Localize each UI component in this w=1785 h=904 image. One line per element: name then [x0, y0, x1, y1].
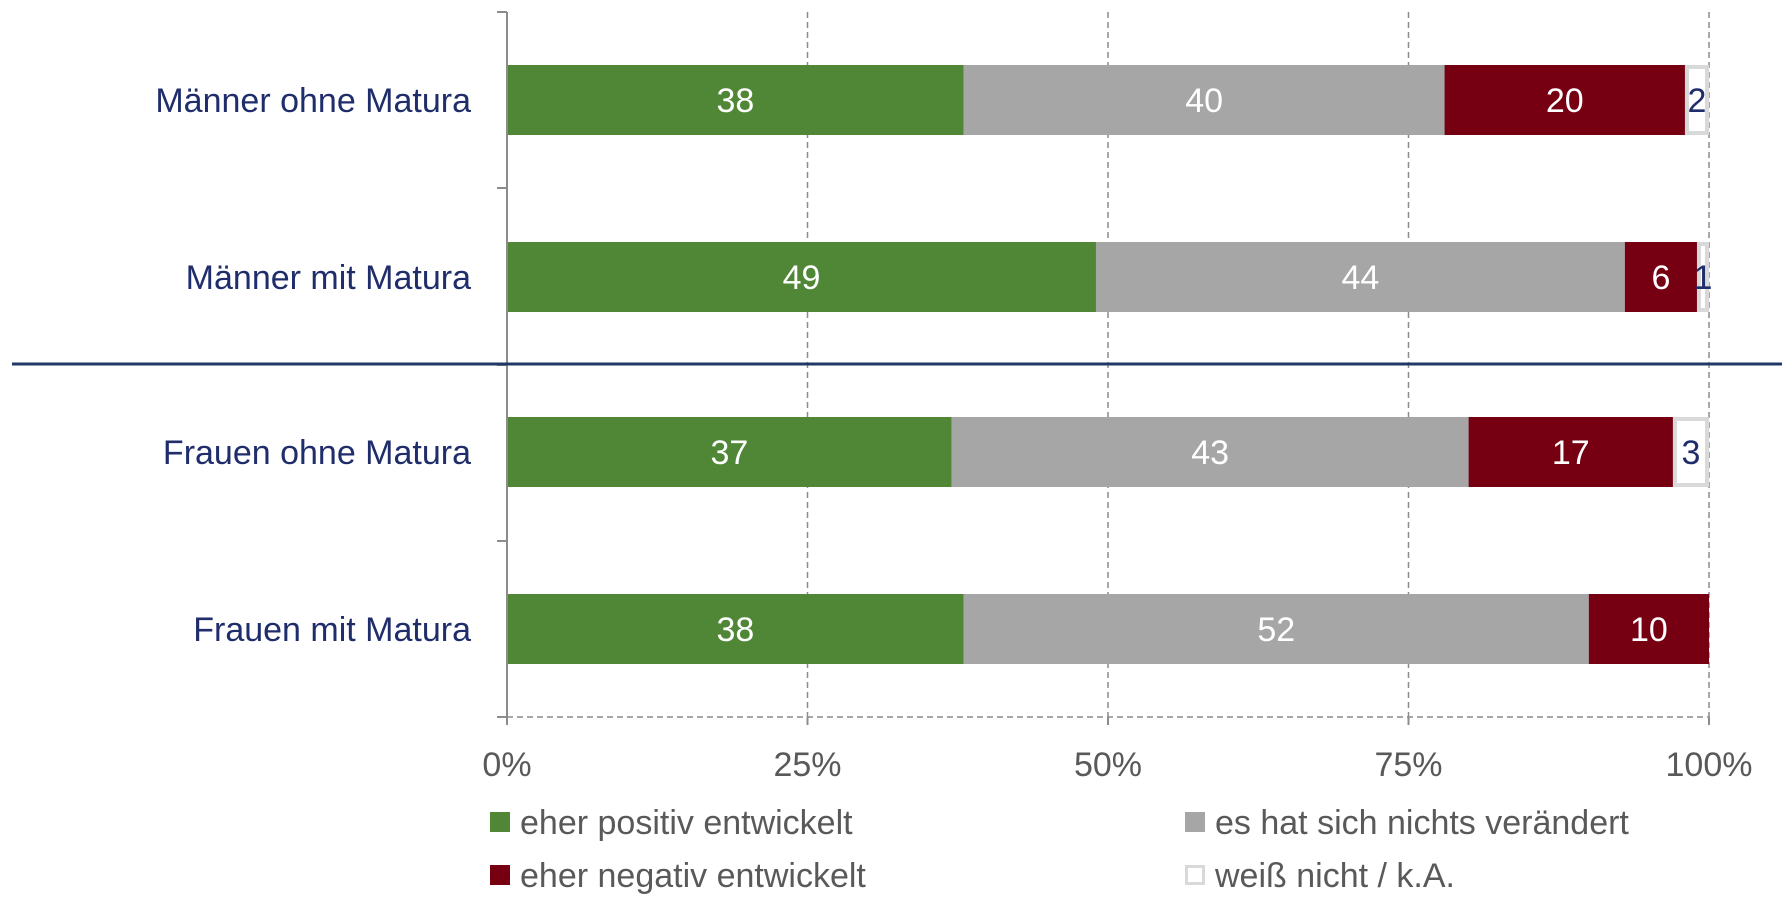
bar-segment — [507, 242, 1096, 312]
x-tick-label: 100% — [1666, 746, 1753, 784]
bar-segment — [963, 65, 1445, 135]
bar-value-label: 52 — [1257, 611, 1295, 649]
bar-value-label: 49 — [783, 259, 821, 297]
x-tick-label: 0% — [482, 746, 531, 784]
category-label: Männer ohne Matura — [155, 82, 471, 120]
x-tick-label: 25% — [773, 746, 841, 784]
bar-value-label: 10 — [1630, 611, 1668, 649]
category-label: Frauen ohne Matura — [163, 434, 471, 472]
bar-value-label: 38 — [716, 82, 754, 120]
bar-segment — [1624, 242, 1697, 312]
axes — [12, 11, 1782, 725]
category-label: Männer mit Matura — [186, 259, 471, 297]
bar-value-label: 17 — [1552, 434, 1590, 472]
bar-value-label: 43 — [1191, 434, 1229, 472]
x-tick-labels: 0% 25% 50% 75% 100% — [482, 746, 1752, 784]
legend-swatch — [490, 865, 510, 885]
bar-value-label: 20 — [1546, 82, 1584, 120]
bar-value-label: 40 — [1185, 82, 1223, 120]
legend-swatch — [490, 812, 510, 832]
bar-value-label: 38 — [716, 611, 754, 649]
bar-value-label: 2 — [1688, 82, 1707, 120]
bar-segment — [1588, 594, 1709, 664]
bar-segment — [507, 594, 964, 664]
x-tick-label: 50% — [1074, 746, 1142, 784]
legend-label: es hat sich nichts verändert — [1215, 804, 1629, 842]
bar-segment — [1684, 65, 1709, 135]
legend-label: eher negativ entwickelt — [520, 857, 866, 895]
bar-segment — [1468, 417, 1673, 487]
bar-segment — [1696, 242, 1709, 312]
legend-label: weiß nicht / k.A. — [1214, 857, 1455, 895]
bar-value-label: 44 — [1342, 259, 1380, 297]
bar-segment — [1672, 417, 1709, 487]
category-labels: Männer ohne Matura Männer mit Matura Fraue… — [155, 82, 471, 649]
category-label: Frauen mit Matura — [193, 611, 471, 649]
bar-value-label: 37 — [710, 434, 748, 472]
legend: eher positiv entwickelt es hat sich nicht… — [490, 804, 1629, 895]
bars: 38 40 20 2 49 44 6 1 37 43 17 3 38 52 10 — [507, 65, 1712, 664]
bar-value-label: 6 — [1651, 259, 1670, 297]
legend-label: eher positiv entwickelt — [520, 804, 853, 842]
legend-swatch — [1185, 865, 1205, 885]
bar-segment — [507, 417, 952, 487]
bar-value-label: 1 — [1694, 259, 1713, 297]
legend-swatch — [1185, 812, 1205, 832]
bar-value-label: 3 — [1682, 434, 1701, 472]
bar-segment — [507, 65, 964, 135]
bar-segment — [951, 417, 1469, 487]
bar-segment — [1444, 65, 1685, 135]
bar-segment — [963, 594, 1589, 664]
bar-segment — [1095, 242, 1625, 312]
x-tick-label: 75% — [1374, 746, 1442, 784]
